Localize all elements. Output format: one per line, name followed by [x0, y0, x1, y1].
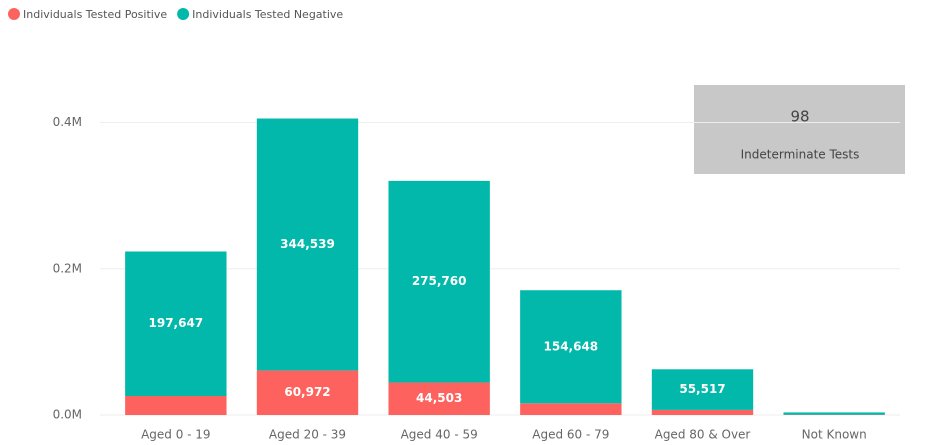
card-value: 98: [790, 108, 809, 126]
x-tick-label: Aged 80 & Over: [655, 428, 751, 442]
bar-segment: [125, 395, 227, 415]
card-label: Indeterminate Tests: [741, 148, 860, 162]
data-label: 275,760: [412, 274, 467, 288]
x-tick-label: Aged 0 - 19: [141, 428, 211, 442]
bar-segment: [125, 251, 227, 396]
x-tick-label: Aged 40 - 59: [401, 428, 478, 442]
card: [694, 85, 905, 174]
legend-swatch: [8, 8, 20, 20]
bar-segment: [783, 412, 885, 415]
data-label: 344,539: [280, 237, 335, 251]
bar-segment: [651, 369, 754, 410]
x-tick-label: Not Known: [802, 428, 867, 442]
bar-segment: [256, 118, 359, 371]
legend-label: Individuals Tested Negative: [192, 8, 343, 21]
legend-label: Individuals Tested Positive: [23, 8, 167, 21]
data-label: 55,517: [679, 382, 725, 396]
bar-segment: [388, 382, 490, 415]
y-tick-label: 0.2M: [53, 261, 82, 275]
bar-segment: [388, 180, 490, 383]
bar-segment: [520, 290, 622, 404]
y-tick-label: 0.0M: [53, 408, 82, 422]
x-tick-label: Aged 20 - 39: [269, 428, 346, 442]
bar-segment: [651, 409, 754, 415]
data-label: 60,972: [284, 385, 330, 399]
bar-segment: [256, 370, 359, 415]
bar-segment: [520, 403, 622, 415]
legend-swatch: [177, 8, 190, 20]
data-label: 154,648: [544, 339, 599, 353]
x-tick-label: Aged 60 - 79: [532, 428, 609, 442]
y-tick-label: 0.4M: [53, 115, 82, 129]
data-label: 197,647: [149, 316, 204, 330]
data-label: 44,503: [416, 391, 462, 405]
